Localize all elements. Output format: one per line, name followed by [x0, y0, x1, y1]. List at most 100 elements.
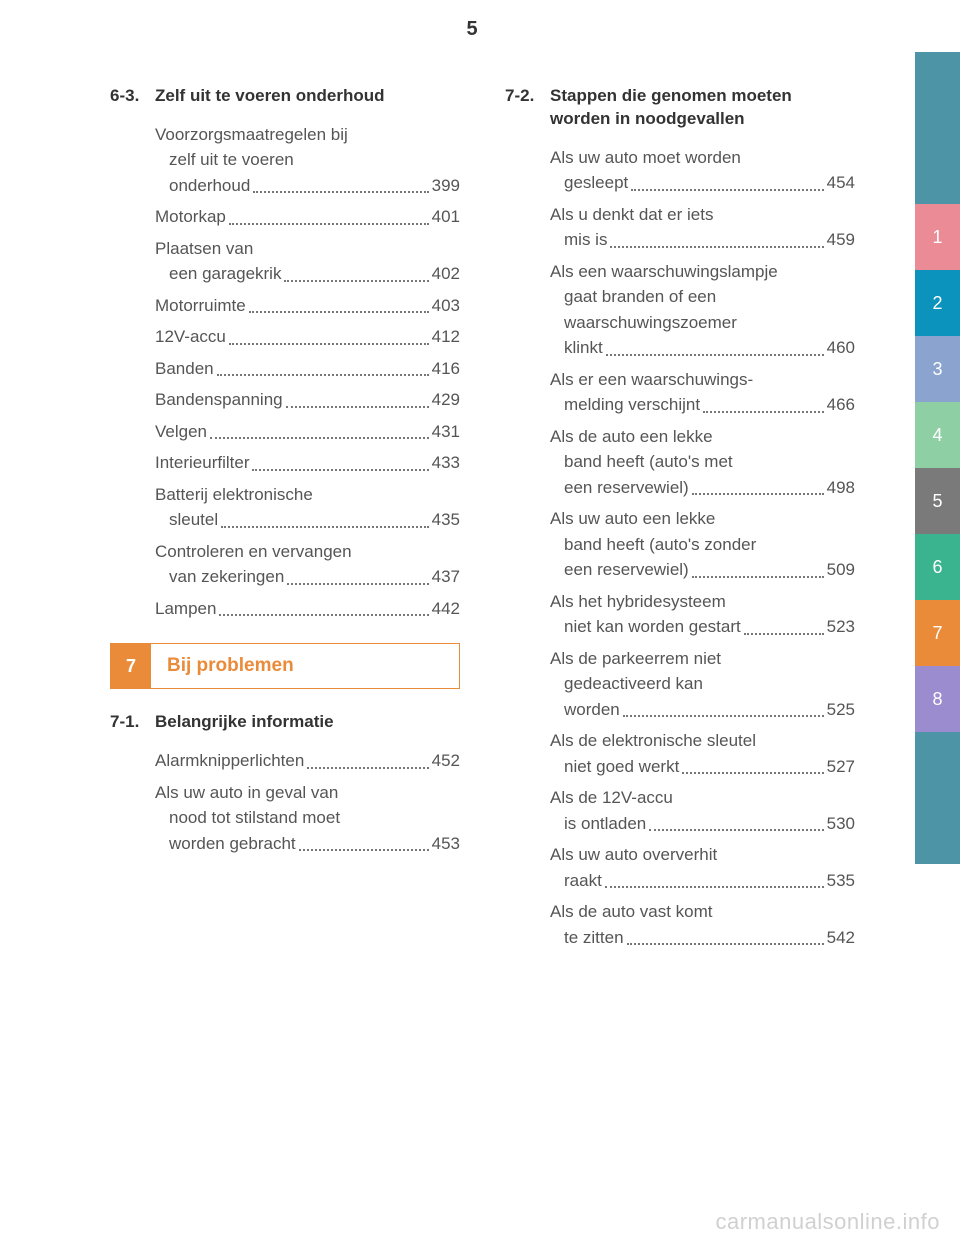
toc-label: Velgen [155, 419, 207, 445]
toc-label: Motorruimte [155, 293, 246, 319]
side-tab-2[interactable]: 2 [915, 270, 960, 336]
toc-item[interactable]: Lampen442 [155, 596, 460, 622]
toc-item[interactable]: Als de auto vast komtte zitten 542 [550, 899, 855, 950]
toc-page-number: 402 [432, 261, 460, 287]
toc-page-number: 466 [827, 392, 855, 418]
side-tab-6[interactable]: 6 [915, 534, 960, 600]
chapter-number: 7 [111, 644, 151, 688]
toc-item[interactable]: Interieurfilter433 [155, 450, 460, 476]
toc-leader-dots [744, 633, 824, 635]
toc-label: raakt [564, 868, 602, 894]
toc-item[interactable]: 12V-accu412 [155, 324, 460, 350]
side-tab-3[interactable]: 3 [915, 336, 960, 402]
side-tab-blank [915, 732, 960, 798]
toc-label: gesleept [564, 170, 628, 196]
toc-item[interactable]: Als er een waarschuwings-melding verschi… [550, 367, 855, 418]
toc-item[interactable]: Als de parkeerrem nietgedeactiveerd kanw… [550, 646, 855, 723]
toc-leader-dots [252, 469, 428, 471]
toc-label: Motorkap [155, 204, 226, 230]
toc-item[interactable]: Als uw auto in geval vannood tot stilsta… [155, 780, 460, 857]
toc-item[interactable]: Banden 416 [155, 356, 460, 382]
toc-leader-dots [631, 189, 823, 191]
toc-label: te zitten [564, 925, 624, 951]
toc-label-line: zelf uit te voeren [155, 147, 460, 173]
toc-page-number: 399 [432, 173, 460, 199]
toc-label: klinkt [564, 335, 603, 361]
toc-item[interactable]: Batterij elektronischesleutel435 [155, 482, 460, 533]
toc-leader-dots [703, 411, 824, 413]
toc-item[interactable]: Als de 12V-accuis ontladen 530 [550, 785, 855, 836]
toc-page-number: 459 [827, 227, 855, 253]
toc-page-number: 452 [432, 748, 460, 774]
toc-label: Bandenspanning [155, 387, 283, 413]
toc-page-number: 442 [432, 596, 460, 622]
toc-page-number: 429 [432, 387, 460, 413]
toc-label-line: Als het hybridesysteem [550, 589, 855, 615]
toc-page-number: 542 [827, 925, 855, 951]
toc-label-line: gaat branden of een [550, 284, 855, 310]
toc-item[interactable]: Als uw auto een lekkeband heeft (auto's … [550, 506, 855, 583]
toc-page-number: 523 [827, 614, 855, 640]
toc-item[interactable]: Motorruimte403 [155, 293, 460, 319]
side-tab-blank [915, 52, 960, 204]
toc-page-number: 527 [827, 754, 855, 780]
toc-item[interactable]: Als u denkt dat er ietsmis is 459 [550, 202, 855, 253]
toc-label-line: Voorzorgsmaatregelen bij [155, 122, 460, 148]
toc-item[interactable]: Als uw auto oververhitraakt535 [550, 842, 855, 893]
toc-leader-dots [692, 576, 824, 578]
section-title: Stappen die genomen moeten worden in noo… [550, 85, 855, 131]
section-number: 7-2. [505, 85, 550, 131]
toc-item[interactable]: Plaatsen vaneen garagekrik 402 [155, 236, 460, 287]
toc-label: Interieurfilter [155, 450, 249, 476]
toc-label-line: band heeft (auto's met [550, 449, 855, 475]
toc-label: melding verschijnt [564, 392, 700, 418]
toc-page-number: 435 [432, 507, 460, 533]
toc-item[interactable]: Velgen431 [155, 419, 460, 445]
toc-label: worden [564, 697, 620, 723]
toc-leader-dots [219, 614, 428, 616]
side-tab-8[interactable]: 8 [915, 666, 960, 732]
toc-label-line: Plaatsen van [155, 236, 460, 262]
toc-leader-dots [623, 715, 824, 717]
toc-label: mis is [564, 227, 607, 253]
toc-page-number: 416 [432, 356, 460, 382]
side-tab-5[interactable]: 5 [915, 468, 960, 534]
side-tab-7[interactable]: 7 [915, 600, 960, 666]
toc-item[interactable]: Als de auto een lekkeband heeft (auto's … [550, 424, 855, 501]
toc-item[interactable]: Als de elektronische sleutelniet goed we… [550, 728, 855, 779]
side-tab-1[interactable]: 1 [915, 204, 960, 270]
toc-item[interactable]: Als uw auto moet wordengesleept454 [550, 145, 855, 196]
side-tabs: 12345678 [915, 52, 960, 864]
toc-label-line: Als u denkt dat er iets [550, 202, 855, 228]
toc-leader-dots [249, 311, 429, 313]
toc-item[interactable]: Als het hybridesysteemniet kan worden ge… [550, 589, 855, 640]
toc-label-line: Als er een waarschuwings- [550, 367, 855, 393]
toc-item[interactable]: Bandenspanning 429 [155, 387, 460, 413]
toc-label-line: gedeactiveerd kan [550, 671, 855, 697]
toc-page-number: 401 [432, 204, 460, 230]
toc-label: een garagekrik [169, 261, 281, 287]
toc-item[interactable]: Controleren en vervangenvan zekeringen43… [155, 539, 460, 590]
side-tab-4[interactable]: 4 [915, 402, 960, 468]
toc-label-line: Als de 12V-accu [550, 785, 855, 811]
toc-leader-dots [299, 849, 429, 851]
section-heading-7-1: 7-1. Belangrijke informatie [110, 711, 460, 734]
toc-page-number: 530 [827, 811, 855, 837]
section-heading-7-2: 7-2. Stappen die genomen moeten worden i… [505, 85, 855, 131]
toc-item[interactable]: Motorkap 401 [155, 204, 460, 230]
toc-item[interactable]: Alarmknipperlichten452 [155, 748, 460, 774]
toc-label-line: band heeft (auto's zonder [550, 532, 855, 558]
toc-label: is ontladen [564, 811, 646, 837]
toc-page-number: 525 [827, 697, 855, 723]
toc-item[interactable]: Als een waarschuwingslampjegaat branden … [550, 259, 855, 361]
chapter-7-box: 7 Bij problemen [110, 643, 460, 689]
toc-label-line: Als uw auto moet worden [550, 145, 855, 171]
toc-label-line: Als uw auto een lekke [550, 506, 855, 532]
section-title: Belangrijke informatie [155, 711, 460, 734]
toc-item[interactable]: Voorzorgsmaatregelen bijzelf uit te voer… [155, 122, 460, 199]
section-heading-6-3: 6-3. Zelf uit te voeren onderhoud [110, 85, 460, 108]
toc-label: Banden [155, 356, 214, 382]
toc-page-number: 460 [827, 335, 855, 361]
section-number: 6-3. [110, 85, 155, 108]
toc-label-line: Als de auto vast komt [550, 899, 855, 925]
